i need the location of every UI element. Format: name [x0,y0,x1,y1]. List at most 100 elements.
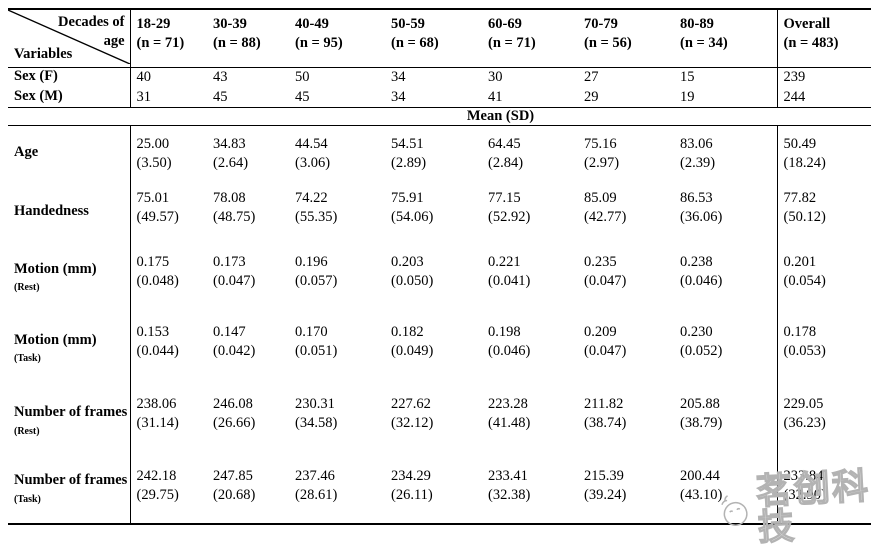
column-header-18-29: 18-29 (n = 71) [129,9,207,68]
column-n: (n = 483) [783,35,839,51]
mean-value: 54.51 [391,136,424,152]
column-n: (n = 95) [295,35,343,51]
mean-value: 86.53 [680,189,713,206]
row-label: Sex (M) [8,87,130,108]
mean-sd-cell: 78.08 (48.75) [207,180,289,244]
mean-value: 227.62 [391,395,431,412]
mean-sd-cell: 0.221 (0.041) [482,244,578,314]
mean-sd-cell: 237.46 (28.61) [289,458,385,524]
mean-value: 0.201 [783,253,817,270]
sd-value: (0.046) [680,272,723,289]
mean-sd-cell: 227.62 (32.12) [385,386,482,458]
diagonal-divider [8,10,130,64]
count-cell: 244 [776,87,871,108]
sd-value: (0.054) [783,272,826,289]
sd-value: (3.06) [295,155,331,171]
column-header-80-89: 80-89 (n = 34) [674,9,777,68]
row-label-condition: (Task) [14,494,41,505]
sd-value: (0.053) [783,342,826,359]
sd-value: (42.77) [584,208,627,225]
column-n: (n = 71) [488,35,536,51]
mean-value: 0.238 [680,253,713,270]
column-header-40-49: 40-49 (n = 95) [289,9,385,68]
mean-value: 0.173 [213,253,246,270]
mean-sd-cell: 0.175 (0.048) [129,243,207,314]
mean-sd-cell: 0.198 (0.046) [482,314,578,386]
column-range: 50-59 [391,16,425,32]
sd-value: (48.75) [213,208,256,225]
table-row-number-of-frames-task-: Number of frames (Task) 242.18 (29.75) 247.… [8,457,871,524]
sd-value: (2.84) [488,155,524,171]
sd-value: (26.11) [391,486,433,503]
corner-label-age: age [103,33,125,49]
row-label: Motion (mm) (Task) [8,314,130,386]
sd-value: (2.39) [680,155,716,171]
sd-value: (2.89) [391,155,427,171]
sd-value: (0.048) [136,272,179,289]
mean-sd-cell: 0.238 (0.046) [674,244,777,314]
sd-value: (38.74) [584,414,627,431]
row-label-condition: (Rest) [14,425,40,437]
mean-value: 85.09 [584,189,617,206]
column-n: (n = 71) [136,35,185,51]
sd-value: (20.68) [213,486,256,503]
sd-value: (49.57) [136,208,179,225]
mean-sd-cell: 0.170 (0.051) [289,314,385,386]
column-range: 70-79 [584,16,618,32]
row-label: Motion (mm) (Rest) [8,244,130,314]
sd-value: (18.24) [783,155,826,171]
table-row-handedness: Handedness 75.01 (49.57) 78.08 (48.75) 74.22 (… [8,179,871,244]
row-label-main: Motion (mm) [14,332,97,348]
count-cell: 50 [295,69,310,85]
count-cell: 239 [776,67,871,88]
mean-value: 0.170 [295,323,328,340]
mean-sd-cell: 0.153 (0.044) [129,313,207,386]
mean-sd-cell: 242.18 (29.75) [129,457,207,524]
mean-value: 75.91 [391,189,424,206]
mean-sd-cell: 25.00 (3.50) [129,125,207,180]
mean-value: 75.01 [136,189,170,206]
row-label-main: Number of frames [14,403,128,420]
row-label: Number of frames (Task) [8,458,130,524]
count-cell: 40 [129,67,207,88]
mean-sd-cell: 74.22 (55.35) [289,180,385,244]
mean-sd-cell: 223.28 (41.48) [482,386,578,458]
count-cell: 45 [207,87,289,108]
mean-value: 200.44 [680,467,720,484]
sd-value: (54.06) [391,208,434,225]
mean-value: 0.147 [213,323,246,340]
corner-cell: Decades of age Variables [8,9,130,68]
row-label: Age [8,126,130,180]
mean-sd-cell: 86.53 (36.06) [674,180,777,244]
sd-value: (0.051) [295,342,338,359]
corner-label-decades: Decades of [58,14,125,30]
mean-sd-cell: 0.209 (0.047) [578,314,674,386]
mean-value: 0.230 [680,323,713,340]
sd-value: (32.38) [488,486,531,503]
column-n: (n = 56) [584,35,632,51]
count-cell: 15 [680,69,695,85]
mean-sd-cell: 75.01 (49.57) [129,179,207,244]
mean-sd-cell: 233.41 (32.38) [482,458,578,524]
count-cell: 30 [488,69,503,85]
mean-value: 75.16 [584,136,617,152]
mean-sd-cell: 44.54 (3.06) [289,126,385,180]
column-range: 40-49 [295,16,329,32]
sd-value: (55.35) [295,208,338,225]
count-cell: 34 [385,87,482,108]
mean-value: 234.29 [391,467,431,484]
column-n: (n = 68) [391,35,439,51]
sd-value: (31.14) [136,414,179,431]
sd-value: (36.23) [783,414,826,431]
sd-value: (0.042) [213,342,256,359]
mean-sd-cell: 0.201 (0.054) [776,243,871,314]
row-label-main: Age [14,144,39,161]
column-n: (n = 88) [213,35,261,51]
mean-sd-cell: 0.203 (0.050) [385,244,482,314]
mean-value: 44.54 [295,136,328,152]
sd-value: (0.052) [680,342,723,359]
mean-value: 34.83 [213,136,246,152]
mean-sd-cell: 211.82 (38.74) [578,386,674,458]
row-label: Sex (F) [14,68,58,84]
mean-sd-cell: 50.49 (18.24) [776,125,871,180]
